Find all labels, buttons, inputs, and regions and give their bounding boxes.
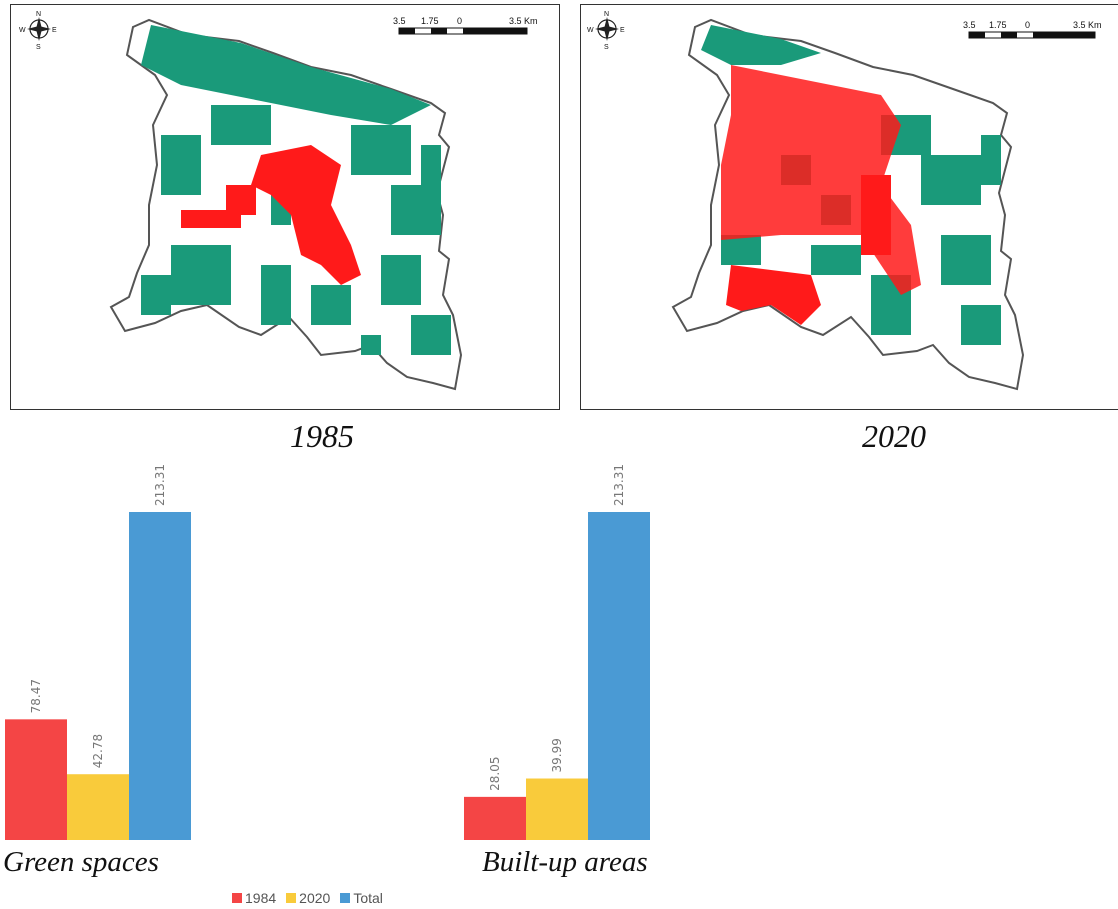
built-up-areas-chart: 28.05 39.99 213.31: [464, 464, 650, 840]
scale-bar: 3.5 1.75 0 3.5 Km: [963, 20, 1102, 39]
scale-label-2: 0: [457, 16, 462, 26]
compass-rose: N S E W: [19, 11, 57, 51]
map-1985-svg: N S E W 3.5 1.75 0 3.5 Km: [19, 11, 538, 391]
green-spaces-caption: Green spaces: [3, 846, 159, 878]
legend-swatch: [286, 893, 297, 903]
compass-e: E: [52, 27, 57, 34]
compass-s: S: [604, 44, 609, 51]
legend-item-total: Total: [340, 890, 383, 906]
bar-2020: [67, 774, 129, 840]
green-space-patches: [141, 25, 451, 355]
compass-rose: N S E W: [587, 11, 625, 51]
legend-swatch: [232, 893, 242, 903]
bar-2020: [526, 778, 588, 840]
green-space-patches: [701, 25, 1001, 345]
bar-charts: 78.47 42.78 213.31 28.05 39.99 213.31: [5, 464, 650, 840]
bar-total: [588, 512, 650, 840]
legend-label: 1984: [245, 890, 277, 906]
legend-label: 2020: [299, 890, 331, 906]
compass-s: S: [36, 44, 41, 51]
bar-value-label: 78.47: [29, 679, 43, 713]
legend-item-1984: 1984: [232, 890, 276, 906]
bar-1984: [464, 796, 526, 840]
map-caption-2020: 2020: [862, 418, 926, 454]
legend-item-2020: 2020: [286, 890, 330, 906]
legend-swatch: [340, 893, 351, 903]
bar-1984: [5, 719, 67, 840]
scale-label-2: 0: [1025, 20, 1030, 30]
compass-w: W: [19, 27, 26, 34]
bar-value-label: 28.05: [488, 757, 502, 791]
map-2020: N S E W 3.5 1.75 0 3.5 Km: [580, 4, 1118, 410]
scale-label-1: 1.75: [421, 16, 439, 26]
chart-legend: 1984 2020 Total: [232, 890, 383, 906]
bar-value-label: 39.99: [550, 738, 564, 772]
map-1985: N S E W 3.5 1.75 0 3.5 Km: [10, 4, 560, 410]
built-up-patches: [721, 65, 921, 325]
map-caption-1985: 1985: [290, 418, 354, 454]
scale-label-3: 3.5 Km: [509, 16, 538, 26]
built-up-areas-caption: Built-up areas: [482, 846, 648, 878]
bar-value-label: 42.78: [91, 734, 105, 768]
compass-n: N: [604, 11, 609, 18]
scale-label-0: 3.5: [393, 16, 406, 26]
compass-w: W: [587, 27, 594, 34]
bar-total: [129, 512, 191, 840]
built-up-patches: [181, 145, 361, 285]
legend-label: Total: [353, 890, 383, 906]
scale-label-3: 3.5 Km: [1073, 20, 1102, 30]
scale-label-1: 1.75: [989, 20, 1007, 30]
scale-bar: 3.5 1.75 0 3.5 Km: [393, 16, 538, 35]
compass-n: N: [36, 11, 41, 18]
scale-label-0: 3.5: [963, 20, 976, 30]
map-2020-svg: N S E W 3.5 1.75 0 3.5 Km: [587, 11, 1102, 391]
compass-e: E: [620, 27, 625, 34]
bar-value-label: 213.31: [153, 464, 167, 506]
green-spaces-chart: 78.47 42.78 213.31: [5, 464, 191, 840]
bar-value-label: 213.31: [612, 464, 626, 506]
